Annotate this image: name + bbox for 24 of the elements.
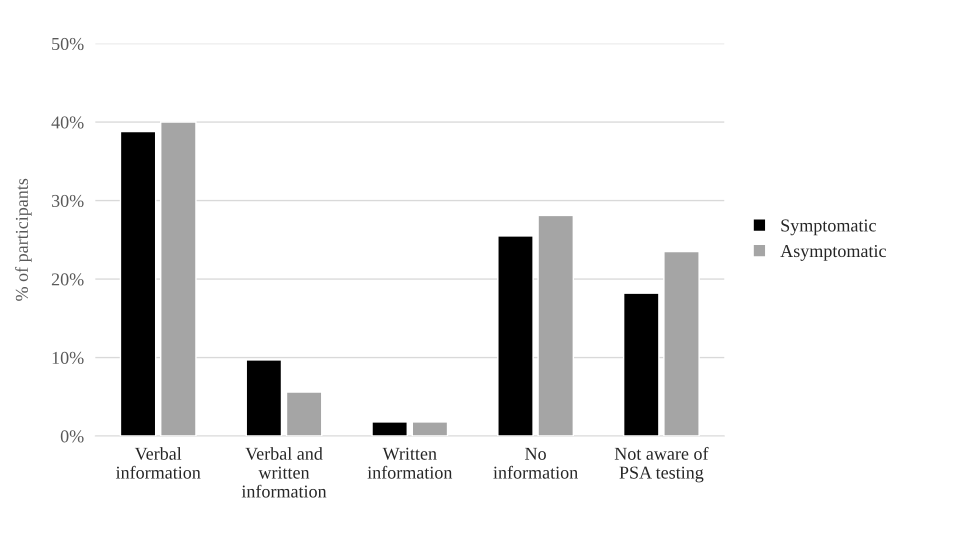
legend-label: Asymptomatic	[780, 244, 886, 261]
legend-label: Symptomatic	[781, 219, 876, 236]
bar	[286, 391, 322, 436]
bar	[622, 292, 660, 436]
y-tick-label: 10%	[52, 352, 84, 364]
y-axis-title: % of participants	[15, 178, 32, 301]
bar	[120, 130, 156, 436]
y-tick-label: 20%	[52, 273, 84, 286]
y-tick-label: 40%	[51, 116, 84, 129]
x-tick-label: Verbal and written information	[242, 447, 326, 498]
bar	[160, 121, 197, 436]
y-tick-label: 0%	[60, 430, 84, 442]
bar	[371, 421, 408, 436]
y-tick-label: 50%	[52, 38, 84, 50]
y-tick-label: 30%	[52, 194, 84, 208]
bar	[537, 214, 574, 436]
bar	[246, 359, 282, 436]
bar	[412, 421, 448, 436]
x-tick-label: Not aware of PSA testing	[614, 446, 709, 482]
x-tick-label: No information	[493, 448, 578, 479]
x-tick-label: Verbal information	[116, 447, 201, 479]
bar	[497, 235, 534, 436]
x-tick-label: Written information	[368, 448, 452, 479]
bar	[663, 250, 700, 436]
